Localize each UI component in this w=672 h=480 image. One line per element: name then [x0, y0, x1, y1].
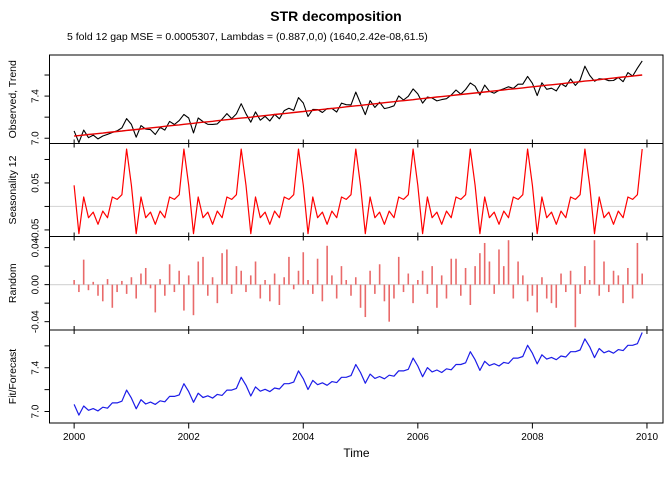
panel-ylabel-seasonality-12: Seasonality 12 [7, 155, 19, 224]
trend-line [74, 74, 643, 137]
x-tick-label: 2008 [521, 432, 544, 443]
y-tick-label: 0.05 [31, 173, 42, 193]
seasonal-line [73, 148, 643, 235]
fit-line [73, 332, 643, 416]
panel-ylabel-random: Random [7, 263, 19, 303]
panel-box-seasonality-12 [49, 143, 664, 237]
x-tick-label: 2002 [178, 432, 201, 443]
x-tick-label: 2004 [292, 432, 315, 443]
panel-ylabel-fit-forecast: Fit/Forecast [7, 349, 19, 405]
chart-subtitle: 5 fold 12 gap MSE = 0.0005307, Lambdas =… [67, 31, 428, 43]
y-tick-label: 0.00 [31, 274, 42, 294]
x-axis-label: Time [343, 446, 370, 460]
y-tick-label: 7.0 [31, 131, 42, 145]
panel-ylabel-observed-trend: Observed, Trend [7, 60, 19, 138]
y-tick-label: 0.04 [31, 237, 42, 257]
y-tick-label: 7.4 [31, 360, 42, 374]
y-tick-label: 7.0 [31, 404, 42, 418]
y-tick-label: 7.4 [31, 89, 42, 103]
observed-line [73, 60, 643, 144]
y-tick-label: -0.05 [31, 218, 42, 241]
x-tick-label: 2000 [63, 432, 86, 443]
panel-box-observed-trend [49, 54, 664, 144]
panel-box-fit-forecast [49, 329, 664, 424]
y-tick-label: -0.04 [31, 310, 42, 333]
x-tick-label: 2010 [636, 432, 659, 443]
x-tick-label: 2006 [407, 432, 430, 443]
chart-title: STR decomposition [270, 8, 402, 24]
